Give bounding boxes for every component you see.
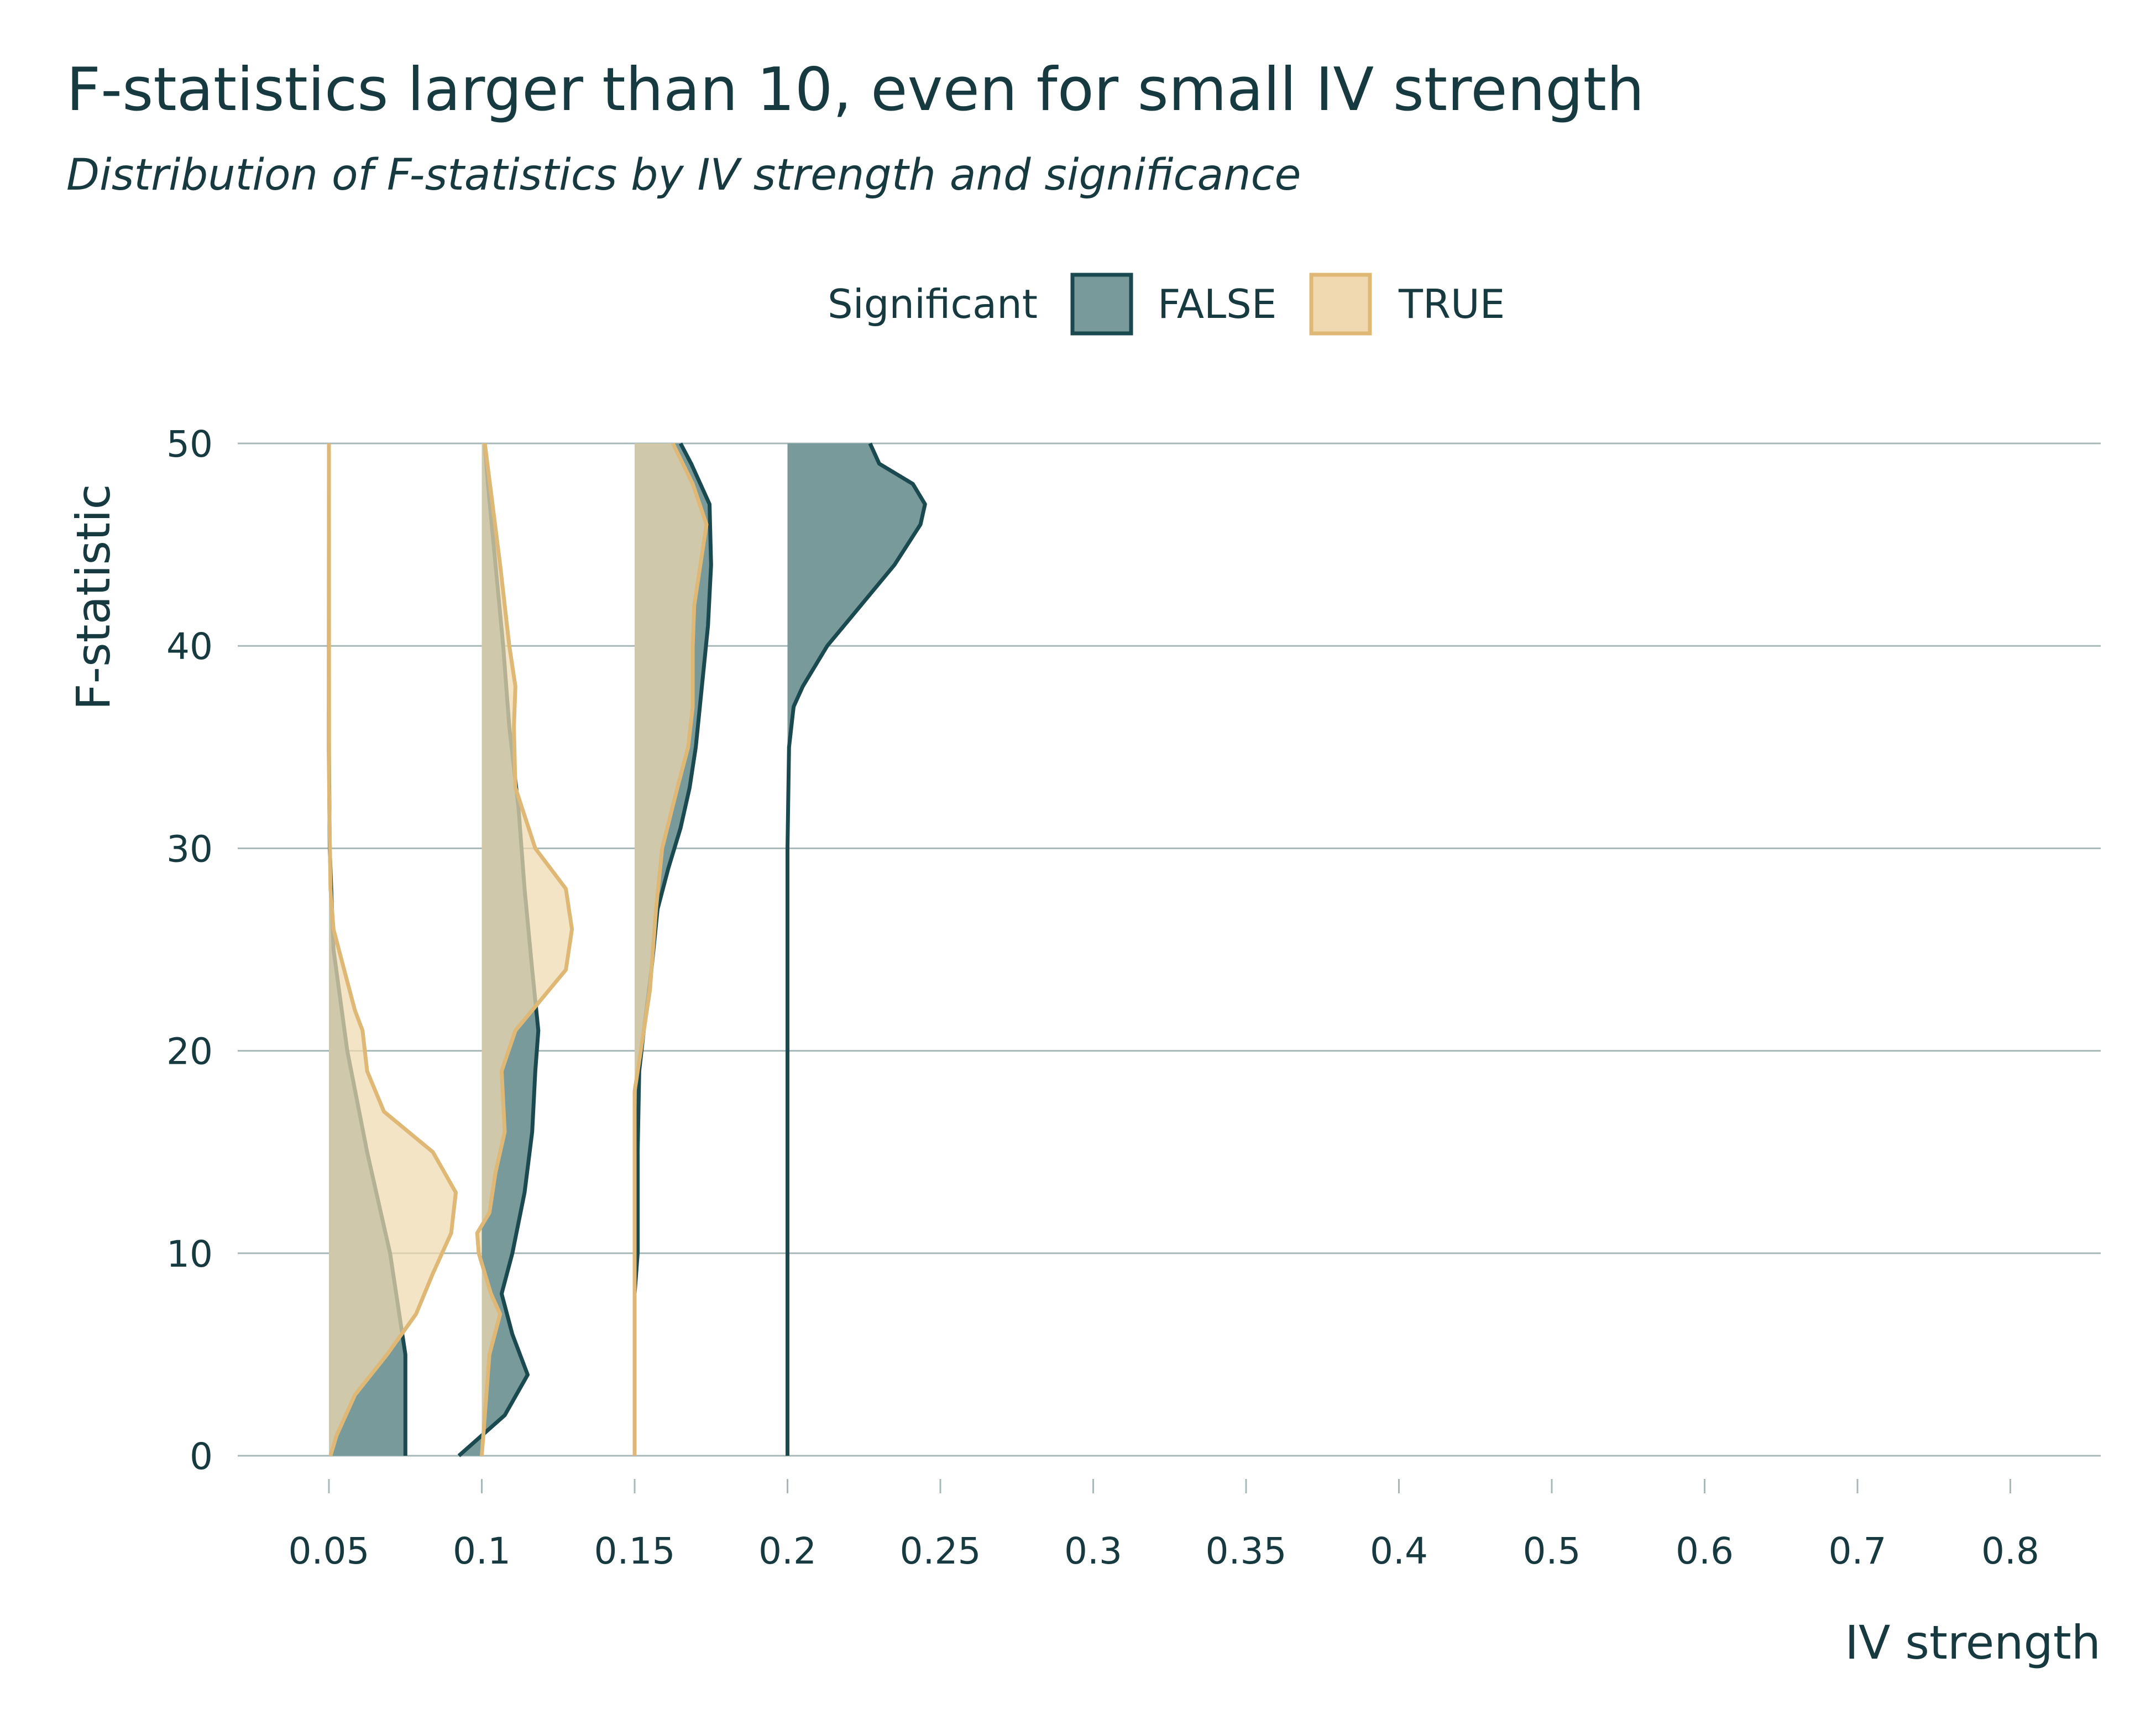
x-tick-label: 0.7 (1829, 1530, 1887, 1572)
violin-true-outline-0.1 (475, 443, 574, 1456)
x-tick-label: 0.8 (1981, 1530, 2039, 1572)
x-tick-label: 0.05 (289, 1530, 370, 1572)
violin-true-outline-0.05 (327, 443, 458, 1457)
chart-title: F-statistics larger than 10, even for sm… (66, 55, 1645, 124)
x-tick-label: 0.2 (758, 1530, 817, 1572)
x-tick-label: 0.1 (453, 1530, 511, 1572)
violin-true-outline-0.15 (632, 442, 709, 1456)
legend-label-true: TRUE (1398, 281, 1505, 327)
violin-false-fill-0.2 (787, 443, 925, 1456)
legend-key-false (1070, 273, 1133, 336)
y-tick-label: 40 (166, 625, 213, 668)
violins (327, 442, 927, 1457)
x-tick-label: 0.25 (900, 1530, 981, 1572)
violin-true-fill-0.15 (635, 443, 707, 1456)
violin-false-outline-0.15 (632, 442, 713, 1456)
legend: Significant FALSE TRUE (828, 273, 1505, 336)
x-axis-label: IV strength (1845, 1616, 2101, 1670)
y-axis-label: F-statistic (66, 484, 121, 710)
gridlines (238, 442, 2101, 1457)
x-tick-label: 0.6 (1676, 1530, 1734, 1572)
violin-true-fill-0.1 (477, 443, 572, 1456)
x-tick-label: 0.3 (1064, 1530, 1122, 1572)
legend-label-false: FALSE (1158, 281, 1276, 327)
y-tick-label: 10 (166, 1233, 213, 1276)
x-tick-label: 0.4 (1370, 1530, 1428, 1572)
y-tick-label: 50 (166, 423, 213, 466)
x-axis: 0.05 0.1 0.15 0.2 0.25 0.3 0.35 0.4 0.5 0.6 0.7 0.8 (289, 1479, 2039, 1572)
violin-true-fill-0.05 (329, 443, 456, 1456)
y-tick-label: 20 (166, 1031, 213, 1073)
chart-subtitle: Distribution of F-statistics by IV stren… (66, 150, 1301, 200)
y-axis: 0 10 20 30 40 50 (166, 423, 213, 1478)
x-tick-label: 0.35 (1206, 1530, 1287, 1572)
violin-false-outline-0.2 (786, 442, 927, 1456)
y-tick-label: 0 (190, 1435, 213, 1478)
x-tick-label: 0.15 (594, 1530, 676, 1572)
y-tick-label: 30 (166, 828, 213, 870)
legend-title: Significant (828, 281, 1038, 327)
legend-key-true (1309, 273, 1372, 336)
x-tick-label: 0.5 (1523, 1530, 1581, 1572)
